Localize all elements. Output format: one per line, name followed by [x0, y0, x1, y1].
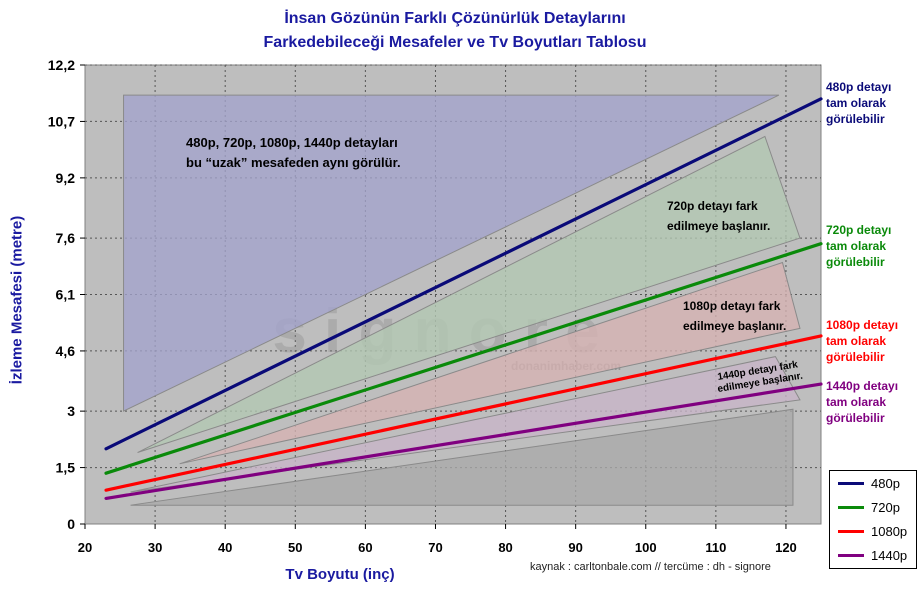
region-label-line: edilmeye başlanır. — [683, 319, 786, 333]
annotation-1080p-line3: görülebilir — [826, 350, 885, 364]
region-label-line: edilmeye başlanır. — [667, 219, 770, 233]
y-tick-label: 3 — [67, 403, 75, 419]
y-tick-label: 0 — [67, 516, 75, 532]
annotation-480p-line1: 480p detayı — [826, 80, 892, 94]
region-uzak — [123, 94, 780, 412]
y-tick-label: 6,1 — [56, 287, 76, 303]
y-axis-label-wrapper: İzleme Mesafesi (metre) — [8, 150, 26, 450]
legend-item-1080p: 1080p — [830, 519, 916, 543]
y-tick-label: 1,5 — [56, 460, 76, 476]
legend-label-1440p: 1440p — [871, 547, 908, 563]
legend-swatch-1440p — [838, 553, 864, 557]
series-line-1080p — [104, 334, 823, 492]
x-tick-label: 60 — [358, 540, 372, 555]
region-label-line: 1080p detayı fark — [683, 299, 781, 313]
annotation-720p-line1: 720p detayı — [826, 223, 892, 237]
region-1440p — [130, 356, 801, 493]
x-tick-label: 30 — [148, 540, 162, 555]
series-line-1440p — [104, 382, 823, 501]
annotation-1440p-line2: tam olarak — [826, 395, 887, 409]
region-label-line: bu “uzak” mesafeden aynı görülür. — [186, 155, 401, 170]
legend-label-1080p: 1080p — [871, 523, 908, 539]
y-axis-label: İzleme Mesafesi (metre) — [8, 215, 26, 385]
x-tick-label: 40 — [218, 540, 232, 555]
legend-swatch-480p — [838, 481, 864, 485]
x-tick-label: 80 — [498, 540, 512, 555]
legend-item-480p: 480p — [830, 471, 916, 495]
y-tick-label: 12,2 — [48, 57, 75, 73]
annotation-480p: 480p detayı tam olarak görülebilir — [826, 79, 891, 127]
region-near — [130, 408, 794, 506]
x-tick-label: 20 — [78, 540, 92, 555]
region-1080p — [179, 261, 801, 465]
x-tick-label: 70 — [428, 540, 442, 555]
region-label-line: 720p detayı fark — [667, 199, 758, 213]
legend-item-1440p: 1440p — [830, 543, 916, 567]
chart-title-line2: Farkedebileceği Mesafeler ve Tv Boyutlar… — [263, 34, 647, 51]
annotation-720p: 720p detayı tam olarak görülebilir — [826, 222, 891, 270]
legend-label-480p: 480p — [871, 475, 900, 491]
x-tick-label: 120 — [775, 540, 797, 555]
x-axis-label: Tv Boyutu (inç) — [285, 566, 395, 583]
region-label-line: 480p, 720p, 1080p, 1440p detayları — [186, 135, 398, 150]
annotation-1440p: 1440p detayı tam olarak görülebilir — [826, 378, 898, 426]
region-720p — [137, 135, 801, 453]
chart-title-line1: İnsan Gözünün Farklı Çözünürlük Detaylar… — [284, 10, 626, 27]
legend-label-720p: 720p — [871, 499, 900, 515]
y-tick-label: 7,6 — [56, 230, 76, 246]
x-tick-label: 100 — [635, 540, 657, 555]
legend-swatch-720p — [838, 505, 864, 509]
annotation-480p-line2: tam olarak — [826, 96, 887, 110]
annotation-1440p-line1: 1440p detayı — [826, 379, 899, 393]
legend-swatch-1080p — [838, 529, 864, 533]
y-tick-label: 4,6 — [56, 343, 76, 359]
annotation-1080p-line2: tam olarak — [826, 334, 887, 348]
legend: 480p 720p 1080p 1440p — [829, 470, 917, 569]
annotation-720p-line2: tam olarak — [826, 239, 887, 253]
annotation-1440p-line3: görülebilir — [826, 411, 885, 425]
x-tick-label: 110 — [705, 540, 726, 555]
annotation-1080p: 1080p detayı tam olarak görülebilir — [826, 317, 898, 365]
legend-item-720p: 720p — [830, 495, 916, 519]
annotation-720p-line3: görülebilir — [826, 255, 885, 269]
source-credit: kaynak : carltonbale.com // tercüme : dh… — [530, 561, 771, 573]
y-tick-label: 9,2 — [56, 170, 76, 186]
x-tick-label: 90 — [568, 540, 582, 555]
annotation-480p-line3: görülebilir — [826, 112, 885, 126]
series-line-480p — [104, 97, 823, 451]
annotation-1080p-line1: 1080p detayı — [826, 318, 899, 332]
x-tick-label: 50 — [288, 540, 302, 555]
series-line-720p — [104, 242, 823, 475]
y-tick-label: 10,7 — [48, 113, 75, 129]
